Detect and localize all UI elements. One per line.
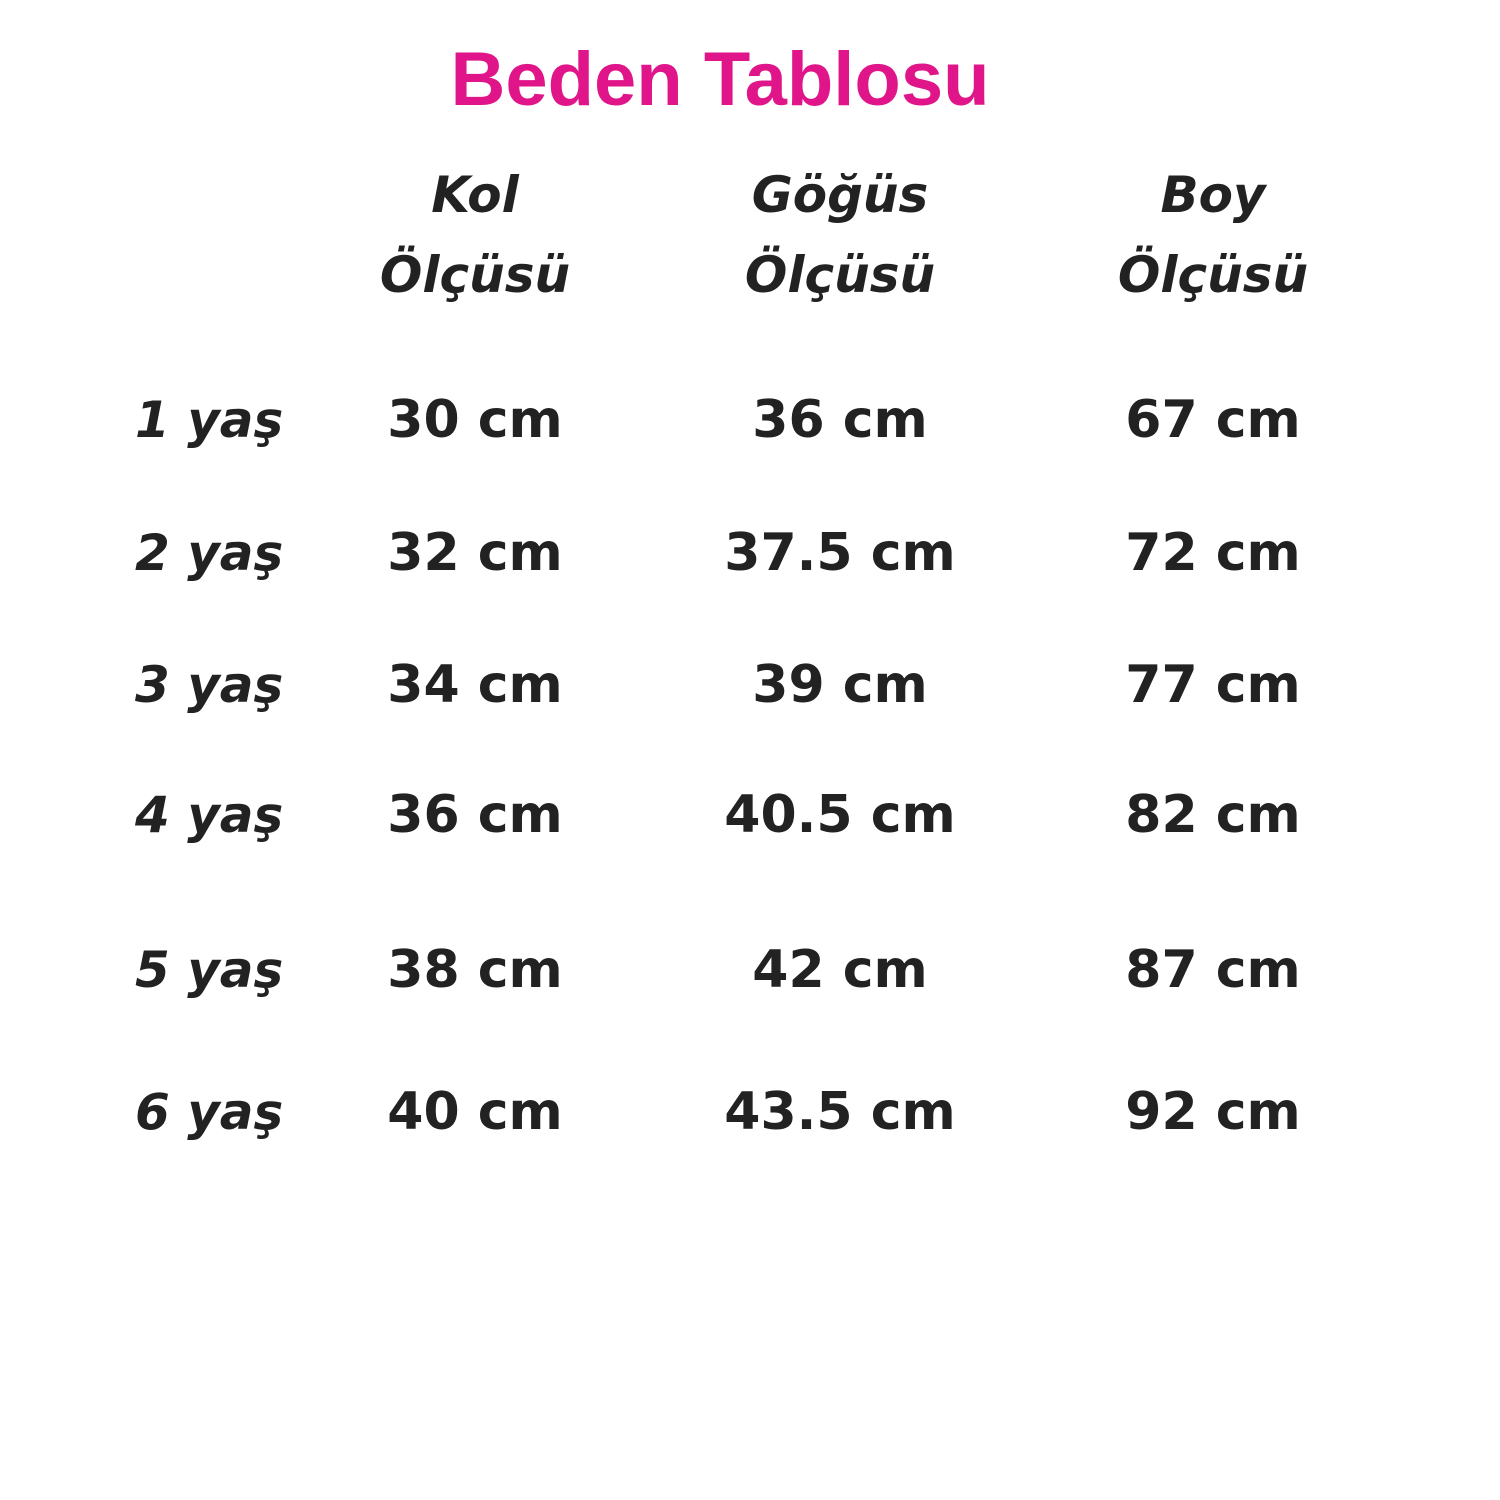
row-label: 2 yaş <box>135 524 284 582</box>
table-cell: 38 cm <box>387 940 563 1000</box>
column-header: Kol <box>431 166 519 224</box>
table-cell: 34 cm <box>387 655 563 715</box>
title: Beden Tablosu <box>450 37 990 122</box>
table-cell: 77 cm <box>1125 655 1301 715</box>
table-cell: 32 cm <box>387 523 563 583</box>
column-header: Boy <box>1160 166 1266 224</box>
table-cell: 43.5 cm <box>724 1082 956 1142</box>
row-label: 3 yaş <box>135 656 284 714</box>
column-header: Ölçüsü <box>744 246 936 304</box>
table-cell: 40.5 cm <box>724 785 956 845</box>
table-cell: 36 cm <box>387 785 563 845</box>
table-cell: 87 cm <box>1125 940 1301 1000</box>
row-label: 4 yaş <box>135 786 284 844</box>
table-cell: 42 cm <box>752 940 928 1000</box>
table-cell: 40 cm <box>387 1082 563 1142</box>
column-header: Ölçüsü <box>1117 246 1309 304</box>
row-label: 1 yaş <box>135 391 284 449</box>
table-cell: 36 cm <box>752 390 928 450</box>
table-cell: 82 cm <box>1125 785 1301 845</box>
table-cell: 37.5 cm <box>724 523 956 583</box>
column-header: Göğüs <box>751 166 929 224</box>
table-cell: 39 cm <box>752 655 928 715</box>
table-cell: 92 cm <box>1125 1082 1301 1142</box>
table-cell: 30 cm <box>387 390 563 450</box>
table-cell: 72 cm <box>1125 523 1301 583</box>
row-label: 6 yaş <box>135 1083 284 1141</box>
row-label: 5 yaş <box>135 941 284 999</box>
column-header: Ölçüsü <box>379 246 571 304</box>
table-cell: 67 cm <box>1125 390 1301 450</box>
